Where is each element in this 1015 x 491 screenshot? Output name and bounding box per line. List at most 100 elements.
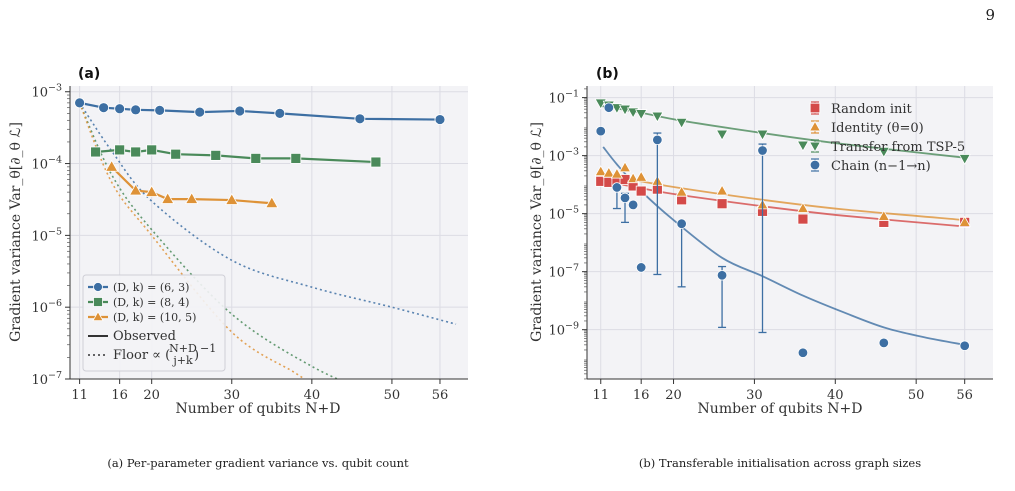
page-number: 9 xyxy=(985,6,995,24)
panel-b-point xyxy=(877,209,891,221)
panel-a-ylabel: Gradient variance Var_θ[∂_θ ℒ] xyxy=(8,122,24,342)
panel-b-point xyxy=(878,337,890,349)
panel-b-xlabel: Number of qubits N+D xyxy=(698,401,863,417)
panel-b-xtick-label: 30 xyxy=(746,388,763,403)
panel-b-point xyxy=(635,262,647,273)
panel-a-legend-binom-close: ) xyxy=(194,348,199,363)
panel-b-point xyxy=(715,129,729,141)
panel-a-point xyxy=(354,113,366,125)
panel-a-point xyxy=(154,104,166,116)
panel-b-point xyxy=(959,340,970,351)
panel-a-point xyxy=(128,183,143,196)
panel-a-point xyxy=(114,103,126,115)
caption-a: (a) Per-parameter gradient variance vs. … xyxy=(107,456,409,470)
panel-a-point xyxy=(146,144,158,156)
panel-a-point xyxy=(234,105,246,117)
panel-b-ytick-label: 10−3 xyxy=(548,147,579,165)
panel-a-floor-line xyxy=(78,102,457,325)
panel-b-point xyxy=(716,270,728,281)
panel-b-point xyxy=(651,111,664,123)
panel-b-xtick-label: 11 xyxy=(592,388,609,403)
panel-a: 11 16 20 30 40 50 56 10−7 10−6 10−5 10−4 10−3 (a) N… xyxy=(8,66,468,417)
panel-b-xtick-label: 20 xyxy=(665,388,682,403)
panel-b-plot-area xyxy=(587,86,993,379)
panel-a-point xyxy=(225,192,239,205)
panel-a-legend-marker xyxy=(92,311,104,322)
panel-a-legend-label: (D, k) = (6, 3) xyxy=(113,281,189,294)
panel-a-legend: (D, k) = (6, 3) (D, k) = (8, 4) (D, k) = (… xyxy=(82,274,226,372)
panel-a-point xyxy=(274,107,286,119)
panel-b-legend-marker xyxy=(809,102,821,114)
panel-b-ytick-label: 10−1 xyxy=(548,89,579,107)
panel-a-point xyxy=(290,152,302,164)
panel-b-point xyxy=(611,182,623,193)
panel-b-point xyxy=(877,146,891,158)
panel-b-point xyxy=(635,185,647,197)
panel-a-legend-box xyxy=(82,274,226,372)
panel-b: 11 16 20 30 40 50 56 10−9 10−7 10−5 10−3 10−1 (b) N… xyxy=(529,66,993,417)
panel-a-point xyxy=(370,156,382,168)
panel-a-legend-label: (D, k) = (8, 4) xyxy=(113,296,189,309)
panel-a-xtick-label: 20 xyxy=(143,388,160,403)
panel-a-point xyxy=(130,104,142,116)
panel-b-point xyxy=(635,109,648,121)
panel-a-point xyxy=(184,191,199,204)
panel-a-series-line xyxy=(79,101,440,121)
panel-a-point xyxy=(104,159,119,172)
panel-a-legend-marker xyxy=(93,282,103,292)
panel-b-xtick-label: 56 xyxy=(956,388,973,403)
panel-a-point xyxy=(170,148,182,160)
panel-b-ytick-label: 10−7 xyxy=(548,263,579,281)
panel-a-label: (a) xyxy=(78,66,100,82)
panel-b-legend: Random init Identity (θ=0) Transfer from T… xyxy=(809,101,965,174)
panel-b-point xyxy=(958,215,971,227)
panel-a-point xyxy=(160,191,175,204)
panel-a-xtick-label: 56 xyxy=(432,388,449,403)
panel-a-ytick-label: 10−6 xyxy=(31,298,62,316)
panel-a-point xyxy=(130,146,142,158)
panel-a-point xyxy=(265,196,279,209)
panel-b-xtick-label: 50 xyxy=(908,388,925,403)
panel-b-point xyxy=(610,167,624,179)
panel-b-point xyxy=(958,154,971,165)
panel-a-xtick-label: 11 xyxy=(71,388,88,403)
panel-b-legend-marker xyxy=(809,141,821,153)
panel-a-point xyxy=(210,149,222,161)
panel-b-point xyxy=(595,125,606,137)
panel-a-point xyxy=(434,114,446,125)
panel-b-point xyxy=(756,129,769,141)
panel-a-legend-binom-top: N+D xyxy=(169,342,197,355)
panel-b-legend-label: Chain (n−1→n) xyxy=(831,159,931,174)
panel-a-point xyxy=(114,144,126,156)
panel-b-point xyxy=(675,117,688,129)
panel-b-point xyxy=(716,198,728,210)
panel-b-point xyxy=(675,185,688,197)
panel-a-point xyxy=(144,184,159,197)
panel-b-point xyxy=(652,134,663,146)
panel-b-xtick-label: 16 xyxy=(633,388,650,403)
panel-b-legend-marker xyxy=(809,159,821,171)
panel-b-label: (b) xyxy=(596,66,619,82)
panel-b-point xyxy=(797,347,809,358)
panel-b-point xyxy=(757,145,768,156)
panel-a-xtick-label: 40 xyxy=(304,388,321,403)
panel-b-ytick-label: 10−5 xyxy=(548,205,579,223)
panel-b-point xyxy=(594,165,607,177)
panel-a-ytick-label: 10−3 xyxy=(31,83,62,101)
panel-a-point xyxy=(98,102,110,114)
panel-a-xtick-label: 30 xyxy=(223,388,240,403)
panel-a-legend-label: (D, k) = (10, 5) xyxy=(113,311,196,324)
panel-a-floor-line xyxy=(78,102,340,379)
panel-a-point xyxy=(250,152,262,164)
panel-b-point xyxy=(602,166,616,178)
panel-a-legend-binom-bottom: j+k xyxy=(171,354,193,367)
panel-a-ytick-label: 10−7 xyxy=(31,370,62,388)
panel-b-point xyxy=(627,199,639,211)
panel-a-point xyxy=(74,97,86,109)
panel-b-point xyxy=(796,140,810,152)
panel-b-point xyxy=(797,213,809,225)
panel-b-ylabel: Gradient variance Var_θ[∂_θ ℒ] xyxy=(529,122,545,342)
panel-a-legend-floor-exp: −1 xyxy=(200,342,216,355)
panel-b-point xyxy=(635,170,648,182)
